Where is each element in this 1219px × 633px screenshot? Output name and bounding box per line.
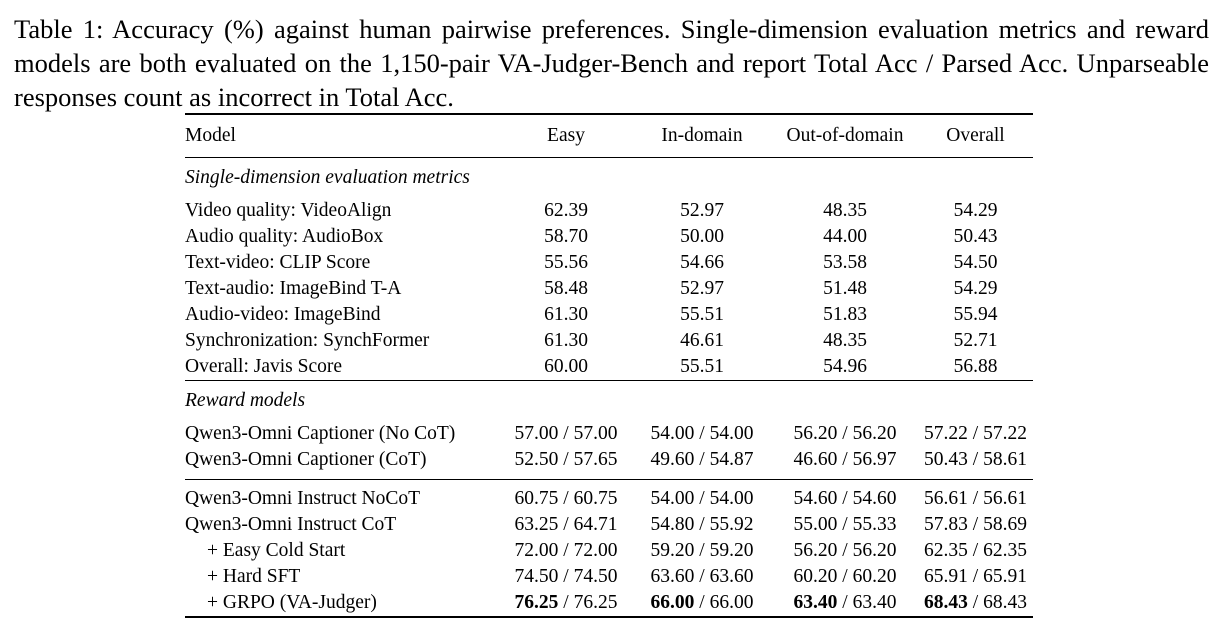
cell-overall: 54.29: [953, 200, 998, 221]
section-header-single-dimension: Single-dimension evaluation metrics: [185, 157, 1033, 199]
model-name: Video quality: VideoAlign: [185, 200, 392, 221]
header-row: Model Easy In-domain Out-of-domain Overa…: [185, 114, 1033, 158]
model-name: + Hard SFT: [207, 566, 301, 587]
cell-in-domain: 59.20 / 59.20: [650, 540, 754, 561]
cell-in-domain: 52.97: [680, 200, 724, 221]
table-row: Text-audio: ImageBind T-A 58.48 52.97 51.48…: [185, 276, 1033, 302]
cell-overall: 56.88: [953, 356, 998, 377]
cell-out-of-domain: 63.40 / 63.40: [793, 592, 897, 613]
table-row: Qwen3-Omni Captioner (CoT) 52.50 / 57.65 4…: [185, 447, 1033, 473]
cell-in-domain: 46.61: [680, 330, 724, 351]
model-name: Qwen3-Omni Instruct NoCoT: [185, 488, 421, 509]
model-name: Qwen3-Omni Captioner (CoT): [185, 449, 427, 470]
model-name: Synchronization: SynchFormer: [185, 330, 430, 351]
cell-overall: 54.29: [953, 278, 998, 299]
cell-out-of-domain: 53.58: [823, 252, 867, 273]
cell-easy: 55.56: [544, 252, 588, 273]
header-out-of-domain: Out-of-domain: [786, 125, 904, 146]
table-row: Overall: Javis Score 60.00 55.51 54.96 56.88: [185, 354, 1033, 381]
cell-in-domain: 49.60 / 54.87: [650, 449, 754, 470]
cell-out-of-domain: 51.83: [823, 304, 867, 325]
model-name: + Easy Cold Start: [207, 540, 346, 561]
cell-overall: 57.22 / 57.22: [924, 423, 1027, 444]
cell-easy: 52.50 / 57.65: [514, 449, 618, 470]
cell-in-domain: 63.60 / 63.60: [650, 566, 754, 587]
cell-overall: 62.35 / 62.35: [924, 540, 1027, 561]
cell-overall: 52.71: [953, 330, 998, 351]
cell-in-domain: 52.97: [680, 278, 724, 299]
cell-out-of-domain: 55.00 / 55.33: [793, 514, 897, 535]
table-caption: Table 1: Accuracy (%) against human pair…: [14, 14, 1209, 112]
cell-easy: 61.30: [544, 304, 588, 325]
table-row: Text-video: CLIP Score 55.56 54.66 53.58 54.…: [185, 250, 1033, 276]
cell-in-domain: 66.00 / 66.00: [650, 592, 754, 613]
table-row: Qwen3-Omni Instruct CoT 63.25 / 64.71 54.8…: [185, 512, 1033, 538]
model-name: Qwen3-Omni Captioner (No CoT): [185, 423, 456, 444]
section-title: Single-dimension evaluation metrics: [185, 167, 470, 188]
cell-out-of-domain: 54.60 / 54.60: [793, 488, 897, 509]
table-row: + Easy Cold Start 72.00 / 72.00 59.20 / 59…: [185, 538, 1033, 564]
cell-overall: 56.61 / 56.61: [924, 488, 1027, 509]
cell-overall: 50.43 / 58.61: [924, 449, 1027, 470]
cell-overall: 57.83 / 58.69: [924, 514, 1027, 535]
header-in-domain: In-domain: [661, 125, 743, 146]
model-name: + GRPO (VA-Judger): [207, 592, 377, 613]
cell-easy: 60.75 / 60.75: [514, 488, 618, 509]
cell-easy: 76.25 / 76.25: [514, 592, 618, 613]
table-row-grpo: + GRPO (VA-Judger) 76.25 / 76.25 66.00 /…: [185, 590, 1033, 617]
header-overall: Overall: [946, 125, 1005, 146]
cell-easy: 63.25 / 64.71: [514, 514, 618, 535]
section-header-reward-models: Reward models: [185, 380, 1033, 422]
table-row: Video quality: VideoAlign 62.39 52.97 48.35…: [185, 198, 1033, 224]
cell-in-domain: 55.51: [680, 304, 724, 325]
cell-in-domain: 54.00 / 54.00: [650, 423, 754, 444]
model-name: Overall: Javis Score: [185, 356, 343, 377]
header-model: Model: [185, 125, 236, 146]
section-title: Reward models: [185, 390, 306, 411]
model-name: Audio-video: ImageBind: [185, 304, 381, 325]
model-name: Audio quality: AudioBox: [185, 226, 384, 247]
cell-out-of-domain: 48.35: [823, 200, 867, 221]
table-row: + Hard SFT 74.50 / 74.50 63.60 / 63.60 60.2…: [185, 564, 1033, 590]
model-name: Qwen3-Omni Instruct CoT: [185, 514, 397, 535]
cell-easy: 62.39: [544, 200, 588, 221]
cell-easy: 72.00 / 72.00: [514, 540, 618, 561]
cell-out-of-domain: 56.20 / 56.20: [793, 540, 897, 561]
cell-easy: 57.00 / 57.00: [514, 423, 618, 444]
header-easy: Easy: [547, 125, 585, 146]
model-name: Text-audio: ImageBind T-A: [185, 278, 402, 299]
cell-out-of-domain: 60.20 / 60.20: [793, 566, 897, 587]
results-table: Model Easy In-domain Out-of-domain Overa…: [185, 113, 1033, 618]
cell-out-of-domain: 46.60 / 56.97: [793, 449, 897, 470]
cell-overall: 54.50: [953, 252, 998, 273]
cell-out-of-domain: 44.00: [823, 226, 867, 247]
cell-out-of-domain: 48.35: [823, 330, 867, 351]
cell-in-domain: 54.66: [680, 252, 724, 273]
cell-overall: 68.43 / 68.43: [924, 592, 1027, 613]
table-row: Audio quality: AudioBox 58.70 50.00 44.00 50…: [185, 224, 1033, 250]
cell-in-domain: 55.51: [680, 356, 724, 377]
table-row: Audio-video: ImageBind 61.30 55.51 51.83 55.…: [185, 302, 1033, 328]
cell-overall: 50.43: [953, 226, 998, 247]
cell-easy: 58.48: [544, 278, 588, 299]
cell-easy: 61.30: [544, 330, 588, 351]
cell-out-of-domain: 54.96: [823, 356, 867, 377]
cell-easy: 74.50 / 74.50: [514, 566, 618, 587]
cell-overall: 55.94: [953, 304, 998, 325]
model-name: Text-video: CLIP Score: [185, 252, 371, 273]
cell-easy: 60.00: [544, 356, 588, 377]
table-row: Qwen3-Omni Captioner (No CoT) 57.00 / 57.…: [185, 421, 1033, 447]
cell-in-domain: 50.00: [680, 226, 724, 247]
table-row: Qwen3-Omni Instruct NoCoT 60.75 / 60.75 54…: [185, 486, 1033, 512]
cell-in-domain: 54.00 / 54.00: [650, 488, 754, 509]
cell-overall: 65.91 / 65.91: [924, 566, 1027, 587]
table-row: Synchronization: SynchFormer 61.30 46.61 48…: [185, 328, 1033, 354]
cell-out-of-domain: 56.20 / 56.20: [793, 423, 897, 444]
cell-out-of-domain: 51.48: [823, 278, 867, 299]
cell-easy: 58.70: [544, 226, 588, 247]
cell-in-domain: 54.80 / 55.92: [650, 514, 754, 535]
